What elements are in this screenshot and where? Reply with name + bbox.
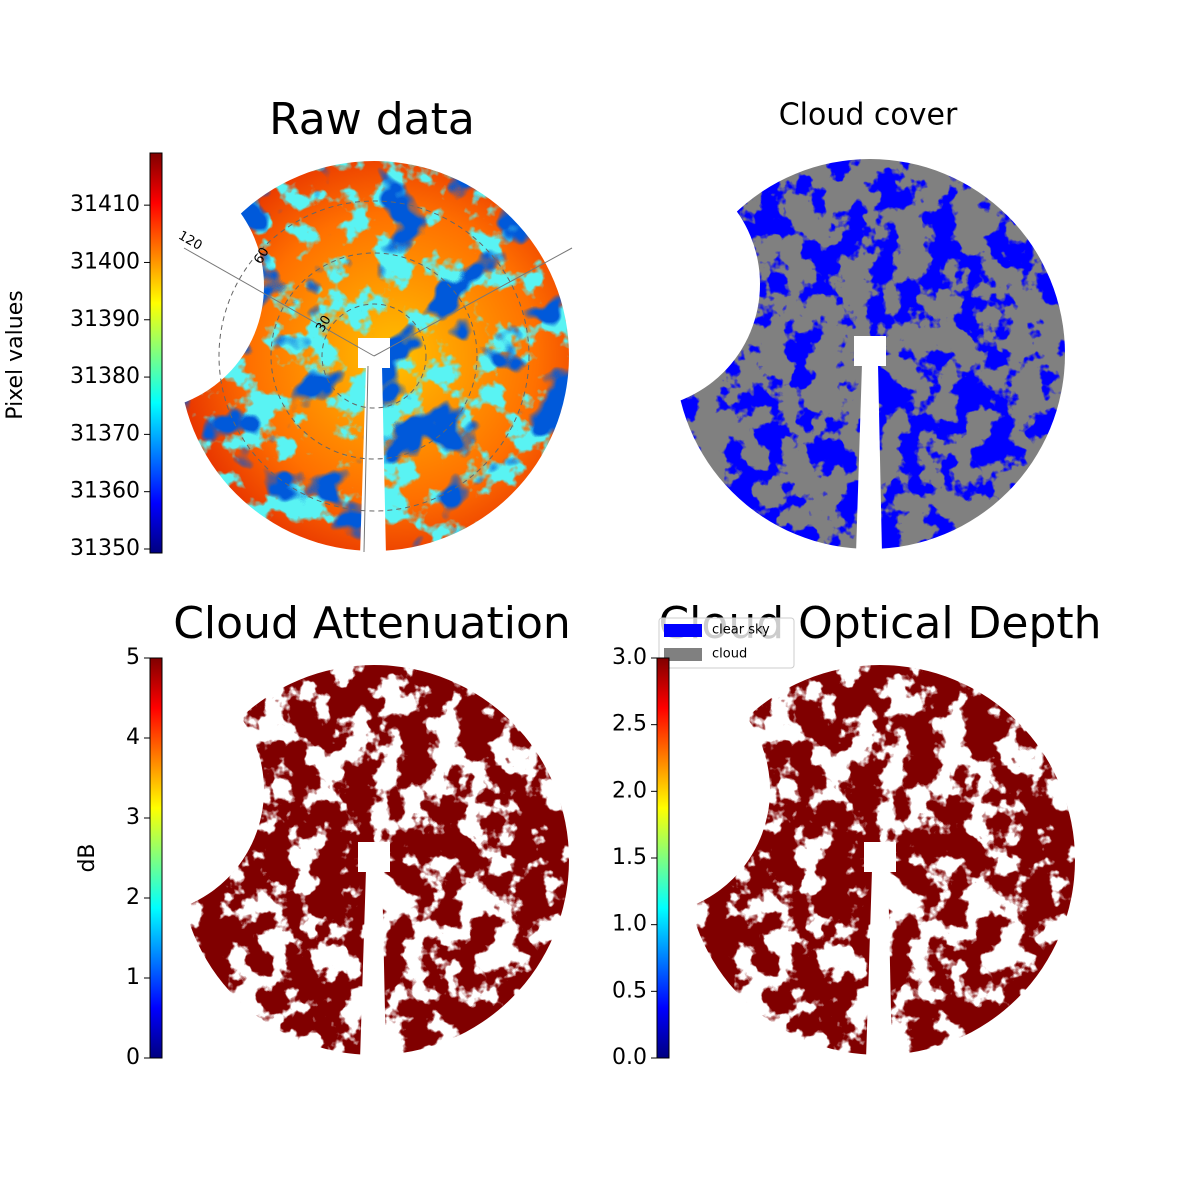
colorbar-tick-label: 2.5 xyxy=(612,712,647,737)
panel-title: Cloud cover xyxy=(779,98,958,133)
legend-label: clear sky xyxy=(712,623,770,638)
colorbar-tick-label: 31360 xyxy=(70,479,140,504)
colorbar-tick-label: 3 xyxy=(126,805,140,830)
colorbar xyxy=(149,152,163,554)
grid-label: 60 xyxy=(251,245,272,267)
colorbar xyxy=(656,657,670,1059)
colorbar-tick-label: 2 xyxy=(126,885,140,910)
raw-image: 120 60 30 xyxy=(174,156,574,556)
attenuation-image xyxy=(174,660,574,1060)
colorbar-label: Pixel values xyxy=(3,290,28,419)
colorbar-tick-label: 31400 xyxy=(70,249,140,274)
colorbar-tick-label: 1.5 xyxy=(612,845,647,870)
legend-swatch xyxy=(664,624,702,637)
colorbar-tick-label: 2.0 xyxy=(612,778,647,803)
colorbar-tick-label: 0.0 xyxy=(612,1045,647,1070)
colorbar-tick-label: 0 xyxy=(126,1045,140,1070)
colorbar-tick-label: 4 xyxy=(126,725,140,750)
colorbar-tick-label: 5 xyxy=(126,645,140,670)
legend-swatch xyxy=(664,648,702,661)
colorbar-tick-label: 3.0 xyxy=(612,645,647,670)
colorbar-label: dB xyxy=(75,843,100,872)
panel-title: Raw data xyxy=(269,94,475,145)
colorbar-tick-label: 31350 xyxy=(70,536,140,561)
colorbar-tick-label: 31390 xyxy=(70,307,140,332)
legend-label: cloud xyxy=(712,647,747,662)
cloud-cover-image xyxy=(670,154,1070,554)
optical-depth-image xyxy=(680,660,1080,1060)
colorbar-tick-label: 31380 xyxy=(70,364,140,389)
grid-label: 30 xyxy=(313,313,334,335)
panel-title: Cloud Attenuation xyxy=(173,598,571,649)
colorbar-tick-label: 1 xyxy=(126,965,140,990)
colorbar-tick-label: 0.5 xyxy=(612,978,647,1003)
colorbar xyxy=(149,657,163,1059)
colorbar-tick-label: 31410 xyxy=(70,192,140,217)
colorbar-tick-label: 1.0 xyxy=(612,912,647,937)
colorbar-tick-label: 31370 xyxy=(70,421,140,446)
